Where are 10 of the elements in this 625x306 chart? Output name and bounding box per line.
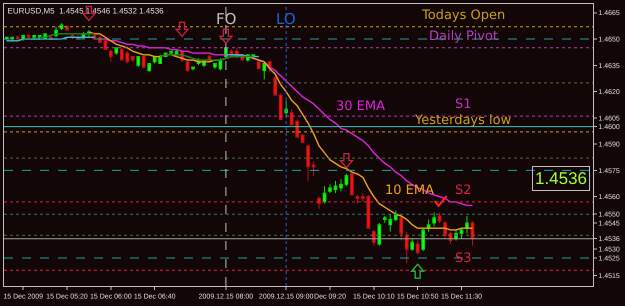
ref-line-label: Daily Pivot: [429, 29, 498, 44]
ref-line-label: LO: [276, 10, 296, 28]
ref-line-label: Yesterdays low: [414, 113, 512, 128]
ref-line-label: FO: [216, 10, 236, 28]
ref-line-label: S1: [455, 97, 472, 112]
ref-line-label: S2: [455, 183, 472, 198]
ref-line-label: Todays Open: [421, 8, 506, 23]
text: 1.4536: [535, 169, 587, 188]
series-label: 30 EMA: [336, 99, 386, 114]
ref-line-label: S3: [455, 251, 472, 266]
